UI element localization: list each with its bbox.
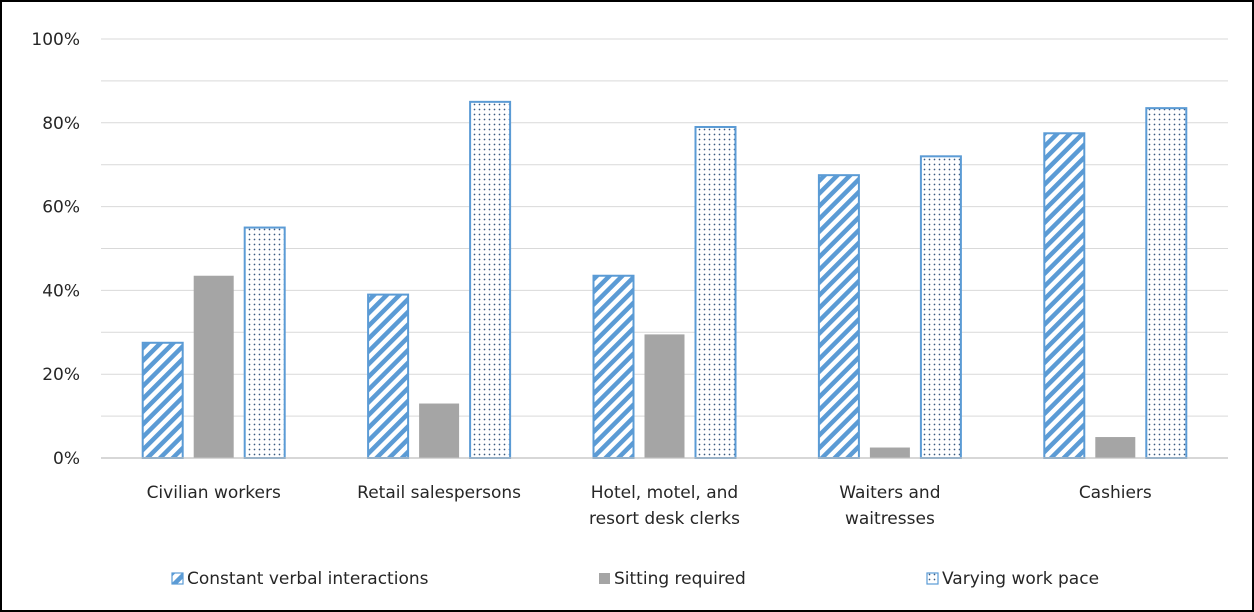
legend-swatch [926,572,939,585]
x-category-label: Hotel, motel, and [591,483,738,503]
bar [919,155,962,459]
legend: Constant verbal interactions Sitting requ… [171,569,1099,589]
bar [869,447,910,458]
x-category-label: Civilian workers [147,483,281,503]
y-tick-label: 80% [42,114,80,134]
bar [694,125,737,460]
legend-label: Varying work pace [942,569,1099,589]
bar [644,334,685,458]
bar [193,275,234,458]
bar [469,100,512,459]
bar [243,226,286,459]
gridlines [101,38,1228,417]
bar [367,293,410,459]
bar [1043,132,1086,459]
y-axis-tick-labels: 0% 20% 40% 60% 80% 100% [31,30,80,469]
bar [1095,437,1136,458]
y-tick-label: 40% [42,281,80,301]
bar [592,274,635,459]
y-tick-label: 100% [31,30,80,50]
y-tick-label: 60% [42,198,80,218]
x-category-label: Cashiers [1079,483,1152,503]
x-axis-category-labels: Civilian workers Retail salespersons Hotel… [147,483,1152,529]
x-category-label: Retail salespersons [357,483,521,503]
legend-label: Constant verbal interactions [187,569,429,589]
bar [141,341,184,459]
x-category-label: resort desk clerks [589,509,740,529]
y-tick-label: 20% [42,365,80,385]
legend-swatch [599,573,610,584]
y-tick-label: 0% [53,449,80,469]
legend-swatch [171,572,184,585]
legend-label: Sitting required [614,569,746,589]
bar [817,174,860,460]
x-category-label: waitresses [845,509,935,529]
bar [419,403,460,458]
x-category-label: Waiters and [839,483,940,503]
bar [1145,107,1188,459]
bars [141,100,1188,460]
